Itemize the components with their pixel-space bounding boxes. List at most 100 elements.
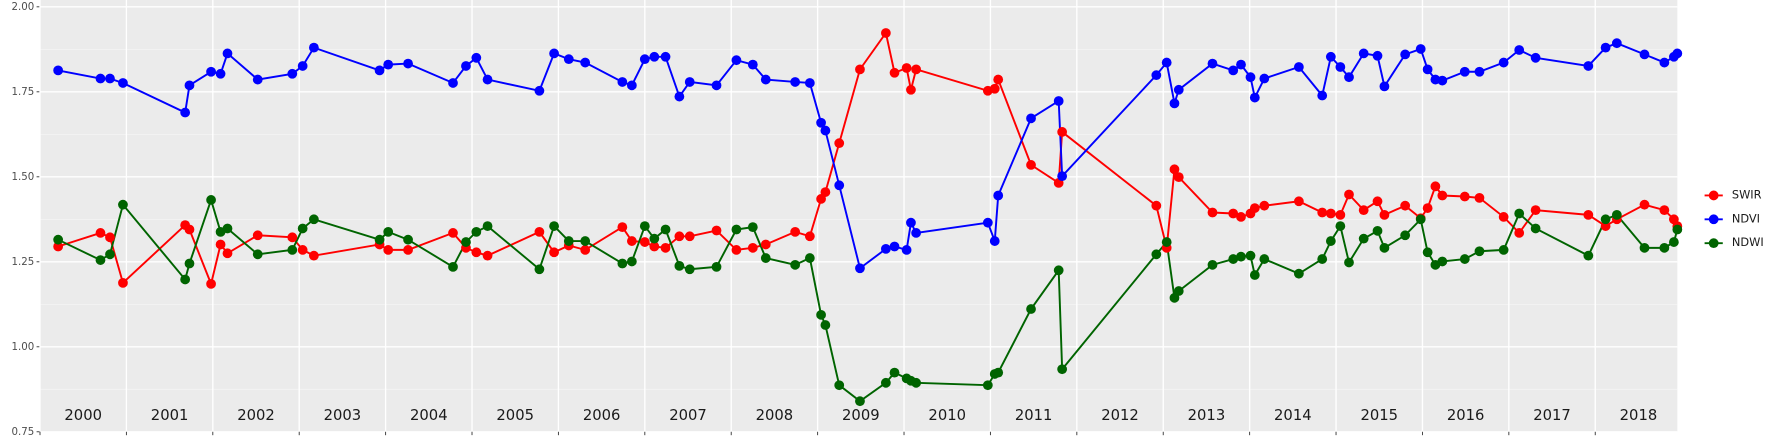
data-point bbox=[1161, 237, 1172, 247]
data-point bbox=[1415, 44, 1426, 54]
data-point bbox=[889, 367, 900, 378]
x-tick-label: 2018 bbox=[1620, 407, 1658, 424]
data-point bbox=[309, 214, 319, 225]
data-point bbox=[563, 236, 574, 246]
x-tick-label: 2000 bbox=[64, 407, 102, 424]
data-point bbox=[880, 243, 891, 254]
data-point bbox=[534, 226, 545, 237]
data-point bbox=[53, 65, 64, 76]
data-point bbox=[1415, 214, 1426, 225]
data-point bbox=[1293, 268, 1304, 279]
data-point bbox=[184, 258, 195, 269]
data-point bbox=[804, 253, 815, 263]
data-point bbox=[252, 74, 263, 85]
data-point bbox=[309, 42, 319, 53]
data-point bbox=[1057, 364, 1068, 375]
data-point bbox=[731, 224, 742, 235]
data-point bbox=[1659, 205, 1670, 216]
legend-marker bbox=[1708, 214, 1719, 225]
data-point bbox=[1530, 52, 1541, 63]
data-point bbox=[760, 253, 771, 263]
data-point bbox=[1249, 270, 1260, 280]
data-point bbox=[1207, 259, 1218, 270]
data-point bbox=[911, 377, 922, 388]
data-point bbox=[297, 223, 308, 234]
data-point bbox=[1400, 230, 1411, 241]
data-point bbox=[1459, 254, 1470, 264]
data-point bbox=[684, 77, 695, 87]
x-tick-label: 2015 bbox=[1360, 407, 1398, 424]
data-point bbox=[95, 255, 106, 265]
data-point bbox=[674, 91, 685, 102]
data-point bbox=[711, 225, 722, 236]
data-point bbox=[747, 242, 758, 253]
data-point bbox=[1317, 207, 1328, 218]
data-point bbox=[1325, 208, 1336, 219]
data-point bbox=[534, 264, 545, 275]
data-point bbox=[105, 249, 115, 260]
data-point bbox=[471, 226, 482, 237]
data-point bbox=[448, 228, 458, 238]
data-point bbox=[626, 236, 637, 246]
data-point bbox=[1169, 98, 1180, 109]
data-point bbox=[993, 190, 1004, 201]
data-point bbox=[834, 138, 845, 149]
data-point bbox=[993, 74, 1004, 85]
data-point bbox=[1430, 181, 1441, 192]
data-point bbox=[660, 51, 671, 62]
data-point bbox=[790, 226, 801, 237]
x-tick-label: 2010 bbox=[928, 407, 966, 424]
data-point bbox=[816, 117, 826, 128]
data-point bbox=[1672, 48, 1683, 59]
data-point bbox=[297, 245, 308, 255]
data-point bbox=[1151, 200, 1162, 211]
data-point bbox=[1228, 208, 1239, 219]
data-point bbox=[889, 241, 900, 252]
data-point bbox=[617, 222, 628, 233]
data-point bbox=[855, 263, 865, 274]
data-point bbox=[580, 57, 591, 68]
data-point bbox=[297, 61, 308, 71]
data-point bbox=[184, 224, 195, 235]
data-point bbox=[1668, 237, 1679, 247]
data-point bbox=[1639, 49, 1650, 60]
data-point bbox=[1600, 42, 1611, 53]
data-point bbox=[1057, 127, 1068, 137]
data-point bbox=[626, 256, 637, 267]
data-point bbox=[760, 239, 771, 250]
legend-label: NDWI bbox=[1732, 235, 1764, 249]
data-point bbox=[309, 250, 319, 261]
data-point bbox=[1583, 61, 1594, 71]
data-point bbox=[1372, 50, 1383, 61]
data-point bbox=[184, 80, 195, 91]
x-tick-label: 2002 bbox=[237, 407, 275, 424]
data-point bbox=[1498, 212, 1509, 222]
data-point bbox=[1672, 224, 1683, 235]
data-point bbox=[1053, 96, 1064, 106]
data-point bbox=[639, 237, 650, 247]
data-point bbox=[1245, 72, 1256, 83]
data-point bbox=[674, 231, 685, 242]
data-point bbox=[118, 277, 128, 288]
data-point bbox=[461, 237, 471, 247]
data-point bbox=[1358, 205, 1369, 216]
data-point bbox=[1173, 84, 1184, 95]
data-point bbox=[1659, 242, 1670, 253]
legend-marker bbox=[1708, 238, 1719, 249]
data-point bbox=[53, 234, 64, 245]
x-tick-label: 2005 bbox=[496, 407, 534, 424]
x-tick-label: 2006 bbox=[583, 407, 621, 424]
data-point bbox=[1151, 249, 1162, 260]
data-point bbox=[906, 84, 916, 95]
data-point bbox=[1293, 196, 1304, 207]
data-point bbox=[1600, 221, 1611, 231]
data-point bbox=[639, 221, 650, 231]
data-point bbox=[1207, 207, 1218, 218]
data-point bbox=[563, 54, 574, 65]
data-point bbox=[1169, 164, 1180, 175]
data-point bbox=[911, 64, 922, 75]
data-point bbox=[747, 222, 758, 233]
data-point bbox=[1151, 70, 1162, 81]
data-point bbox=[180, 107, 191, 118]
